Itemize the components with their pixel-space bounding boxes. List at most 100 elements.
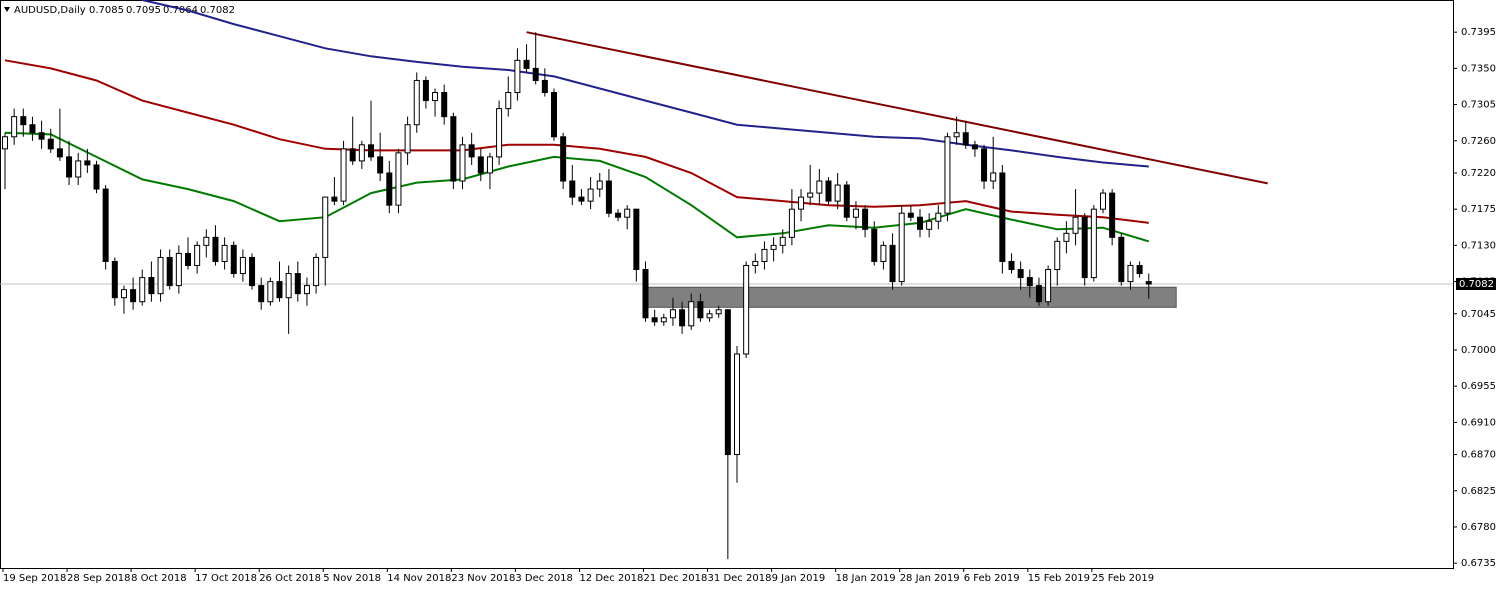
candle-body <box>377 156 384 174</box>
candle-body <box>907 212 914 218</box>
candle-body <box>798 196 805 210</box>
candle-body <box>1145 281 1152 285</box>
candle-body <box>752 260 759 266</box>
header-value: 0.7085 <box>89 5 124 16</box>
candle-body <box>724 309 731 456</box>
candle-body <box>852 208 859 218</box>
candle-body <box>413 79 420 126</box>
candle-body <box>157 256 164 295</box>
y-tick-label: 0.7130 <box>1461 240 1496 251</box>
candle-body <box>130 289 137 303</box>
candle-body <box>331 196 338 202</box>
candle-body <box>194 244 201 266</box>
candle-body <box>239 256 246 275</box>
candle-body <box>322 196 329 258</box>
candle-body <box>660 317 667 323</box>
candle-body <box>212 236 219 262</box>
candle-body <box>102 188 109 262</box>
y-tick-label: 0.6870 <box>1461 450 1496 461</box>
y-tick-label: 0.7220 <box>1461 168 1496 179</box>
candle-body <box>569 180 576 198</box>
candle-body <box>651 317 658 323</box>
candle-body <box>560 136 567 182</box>
price-label: 0.7082 <box>1459 279 1494 290</box>
candle-body <box>340 148 347 202</box>
candle-body <box>38 132 45 140</box>
candle-body <box>981 148 988 182</box>
candle-body <box>834 184 841 202</box>
x-tick-label: 15 Feb 2019 <box>1028 573 1090 584</box>
candle-body <box>432 92 439 102</box>
candle-body <box>880 244 887 262</box>
candle-body <box>743 264 750 355</box>
candle-body <box>1136 264 1143 275</box>
candle-body <box>1072 216 1079 234</box>
candle-body <box>770 244 777 250</box>
candle-body <box>166 256 173 287</box>
x-tick-label: 14 Nov 2018 <box>387 573 451 584</box>
candle-body <box>816 180 823 194</box>
candle-body <box>807 192 814 198</box>
candle-body <box>624 208 631 218</box>
header-value: 0.7095 <box>126 5 161 16</box>
x-tick-label: 17 Oct 2018 <box>195 573 257 584</box>
candle-body <box>898 212 905 283</box>
header-value: 0.7082 <box>200 5 235 16</box>
candle-body <box>249 256 256 287</box>
candle-body <box>715 309 722 315</box>
candle-body <box>1026 277 1033 287</box>
candle-body <box>139 277 146 303</box>
candle-body <box>450 116 457 182</box>
candle-body <box>20 116 27 126</box>
candle-body <box>276 281 283 299</box>
x-tick-label: 8 Oct 2018 <box>131 573 186 584</box>
candle-body <box>587 188 594 202</box>
candle-body <box>1090 208 1097 279</box>
candle-body <box>2 136 8 150</box>
candle-body <box>358 144 365 162</box>
candle-body <box>148 277 155 295</box>
candle-body <box>962 132 969 146</box>
candle-body <box>441 92 448 118</box>
y-tick-label: 0.7350 <box>1461 63 1496 74</box>
candle-body <box>1127 264 1134 283</box>
candle-body <box>459 144 466 182</box>
y-tick-label: 0.7175 <box>1461 204 1496 215</box>
candle-body <box>120 289 127 299</box>
candle-body <box>505 92 512 110</box>
header-value: 0.7064 <box>163 5 198 16</box>
candle-body <box>1045 269 1052 303</box>
support-zone <box>645 286 1177 308</box>
candle-body <box>1063 232 1070 242</box>
y-tick-label: 0.7000 <box>1461 345 1496 356</box>
candle-body <box>971 144 978 150</box>
candle-body <box>477 156 484 174</box>
y-tick-label: 0.7305 <box>1461 100 1496 111</box>
candle-body <box>761 248 768 262</box>
moving-average <box>142 0 1149 168</box>
candle-body <box>486 156 493 174</box>
candle-body <box>267 281 274 303</box>
candle-body <box>1109 192 1116 238</box>
candle-body <box>697 301 704 319</box>
candle-body <box>29 124 36 134</box>
candle-body <box>386 172 393 206</box>
x-tick-label: 9 Jan 2019 <box>772 573 826 584</box>
candle-body <box>66 156 73 178</box>
candle-body <box>1008 260 1015 271</box>
candle-body <box>642 269 649 319</box>
candle-body <box>47 138 54 150</box>
x-tick-label: 23 Nov 2018 <box>451 573 515 584</box>
x-tick-label: 6 Feb 2019 <box>964 573 1020 584</box>
candle-body <box>605 180 612 214</box>
candle-body <box>935 212 942 222</box>
candle-body <box>917 216 923 230</box>
candle-body <box>1100 192 1106 210</box>
menu-arrow <box>4 7 10 12</box>
candle-body <box>93 164 100 190</box>
x-tick-label: 12 Dec 2018 <box>579 573 643 584</box>
candle-body <box>303 285 310 295</box>
candle-body <box>75 160 82 178</box>
x-tick-label: 3 Dec 2018 <box>515 573 573 584</box>
